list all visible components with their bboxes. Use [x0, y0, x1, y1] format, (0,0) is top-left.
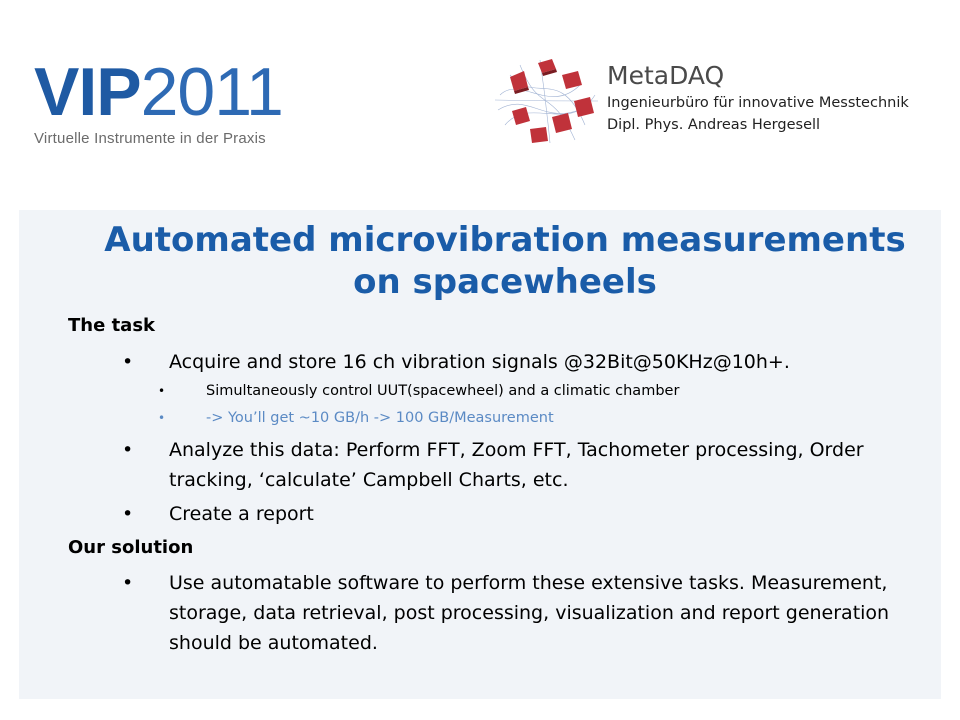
task-heading: The task [68, 315, 156, 336]
metadaq-author: Dipl. Phys. Andreas Hergesell [607, 117, 821, 133]
bullet-icon: • [122, 572, 134, 594]
bullet-icon: • [122, 503, 134, 525]
task-item-text: Acquire and store 16 ch vibration signal… [169, 351, 790, 373]
vip-logo-mark: VIP2011 [34, 58, 324, 126]
task-subitem-text: Simultaneously control UUT(spacewheel) a… [206, 383, 680, 399]
solution-heading: Our solution [68, 537, 194, 558]
vip-logo-subtitle: Virtuelle Instrumente in der Praxis [34, 130, 266, 147]
task-subitem-text: -> You’ll get ~10 GB/h -> 100 GB/Measure… [206, 410, 554, 426]
bullet-icon: • [122, 439, 134, 461]
metadaq-title: MetaDAQ [607, 61, 725, 90]
bullet-icon: • [158, 384, 166, 398]
task-item-text: Analyze this data: Perform FFT, Zoom FFT… [169, 439, 864, 491]
vip2011-logo: VIP2011 Virtuelle Instrumente in der Pra… [34, 58, 324, 153]
solution-item-text: Use automatable software to perform thes… [169, 572, 890, 654]
vip-logo-bold: VIP [34, 54, 142, 130]
metadaq-text: MetaDAQ Ingenieurbüro für innovative Mes… [607, 60, 909, 136]
bullet-icon: • [122, 351, 134, 373]
slide-title-line1: Automated microvibration measurements [104, 220, 906, 260]
content-panel [19, 210, 941, 699]
metadaq-logo-image [494, 59, 599, 144]
metadaq-subtitle: Ingenieurbüro für innovative Messtechnik [607, 95, 909, 111]
vip-logo-year: 2011 [140, 54, 284, 130]
slide-title-line2: on spacewheels [353, 262, 657, 302]
slide-title: Automated microvibration measurements on… [60, 219, 950, 303]
task-item-text: Create a report [169, 503, 314, 525]
bullet-icon: • [158, 411, 166, 425]
